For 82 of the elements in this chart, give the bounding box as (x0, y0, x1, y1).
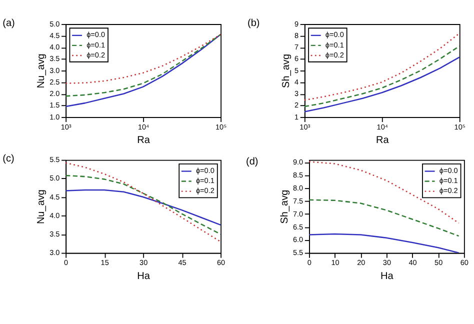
x-tick-label: 0 (307, 258, 312, 268)
y-tick-label: 5 (294, 66, 299, 75)
x-tick-label: 10³ (60, 122, 72, 132)
y-axis-title: Sh_avg (281, 54, 292, 88)
x-tick-label: 10⁴ (138, 122, 150, 132)
y-axis-title: Nu_avg (36, 190, 48, 224)
line-series (309, 161, 460, 224)
y-tick-label: 3.5 (50, 54, 60, 64)
y-tick-label: 3.0 (50, 66, 60, 75)
y-tick-label: 3 (294, 89, 299, 98)
x-axis-title: Ha (137, 270, 150, 282)
y-tick-label: 9.0 (292, 158, 304, 167)
y-tick-label: 7.5 (292, 196, 304, 206)
x-axis-title: Ha (380, 270, 394, 282)
y-tick-label: 8 (294, 30, 299, 40)
x-tick-label: 0 (64, 258, 68, 268)
y-tick-label: 5.5 (50, 155, 60, 164)
legend-label: ϕ=0.2 (439, 186, 458, 196)
line-series (66, 174, 221, 235)
y-tick-label: 6.5 (292, 222, 304, 232)
legend-label: ϕ=0.1 (325, 40, 344, 50)
legend-label: ϕ=0.2 (325, 50, 344, 60)
y-tick-label: 4.5 (50, 30, 60, 40)
y-tick-label: 5.5 (292, 248, 304, 258)
legend-label: ϕ=0.2 (196, 186, 214, 196)
line-series (66, 162, 221, 242)
x-tick-label: 30 (140, 258, 148, 268)
y-tick-label: 8.0 (292, 184, 304, 193)
x-tick-label: 10⁵ (215, 122, 227, 132)
y-tick-label: 7 (294, 42, 299, 52)
y-tick-label: 1 (294, 112, 299, 122)
y-tick-label: 3.0 (50, 248, 60, 258)
chart-title: (a) (2, 18, 15, 29)
x-tick-label: 10⁴ (376, 122, 388, 132)
legend-label: ϕ=0.0 (325, 30, 344, 40)
legend-label: ϕ=0.0 (196, 166, 214, 176)
x-tick-label: 60 (460, 258, 468, 268)
line-series (309, 233, 460, 253)
legend-label: ϕ=0.2 (86, 50, 106, 60)
y-tick-label: 5.0 (50, 174, 60, 183)
x-tick-label: 10³ (300, 122, 311, 132)
chart-title: (b) (248, 18, 260, 29)
y-tick-label: 4.0 (50, 42, 60, 52)
y-tick-label: 2.0 (50, 89, 60, 98)
y-tick-label: 8.5 (292, 170, 304, 180)
x-tick-label: 10 (331, 258, 340, 268)
y-tick-label: 3.5 (50, 230, 60, 239)
x-tick-label: 10⁵ (454, 122, 466, 132)
y-axis-title: Nu_avg (36, 54, 48, 88)
line-series (66, 189, 221, 226)
legend-label: ϕ=0.0 (86, 30, 106, 40)
legend-label: ϕ=0.1 (86, 40, 106, 50)
x-axis-title: Ra (376, 134, 390, 146)
x-tick-label: 60 (216, 258, 226, 268)
x-tick-label: 15 (100, 258, 109, 268)
x-tick-label: 40 (408, 258, 417, 268)
line-series (309, 199, 460, 237)
y-tick-label: 1.0 (50, 112, 60, 122)
chart-title: (c) (2, 154, 14, 165)
y-tick-label: 5.0 (50, 19, 60, 28)
legend-label: ϕ=0.0 (439, 166, 458, 176)
y-tick-label: 9 (294, 19, 299, 28)
legend-label: ϕ=0.1 (439, 176, 458, 186)
x-tick-label: 30 (382, 258, 392, 268)
y-tick-label: 6.0 (292, 235, 304, 244)
y-tick-label: 7.0 (292, 209, 304, 218)
chart-title: (d) (246, 156, 258, 168)
y-tick-label: 4.0 (50, 210, 60, 220)
y-tick-label: 4 (294, 77, 299, 86)
x-axis-title: Ra (137, 134, 150, 146)
x-tick-label: 50 (434, 258, 443, 268)
y-tick-label: 2 (294, 100, 299, 110)
line-series (66, 34, 221, 84)
line-series (304, 32, 460, 101)
y-tick-label: 6 (294, 54, 299, 64)
x-tick-label: 20 (357, 258, 366, 268)
x-tick-label: 45 (178, 258, 186, 268)
y-axis-title: Sh_avg (279, 190, 290, 224)
y-tick-label: 1.5 (50, 100, 60, 110)
legend-label: ϕ=0.1 (196, 176, 214, 186)
y-tick-label: 4.5 (50, 192, 60, 202)
y-tick-label: 2.5 (50, 77, 60, 86)
